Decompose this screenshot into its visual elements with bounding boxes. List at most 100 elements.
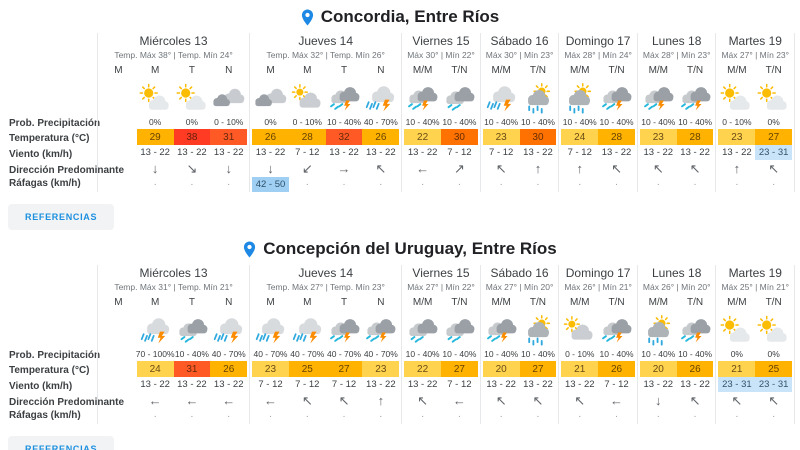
wind-direction-arrow: ↖ [689,160,701,176]
wind-speed: 23 - 31 [755,145,793,160]
gust-value: · [227,411,231,422]
precip-probability: 10 - 40% [678,349,713,359]
rain-icon [441,78,478,115]
day-minmax: Máx 27° | Mín 23° [721,50,790,60]
precip-probability [100,347,137,361]
wind-direction-arrow: ← [148,393,162,408]
wind-speed: 7 - 12 [489,147,514,158]
day-card: Miércoles 13 Temp. Máx 38° | Temp. Mín 24… [97,33,249,192]
period-label: M/M [648,297,669,308]
temperature-cell: 25 [755,361,793,377]
day-minmax: Máx 26° | Mín 21° [564,282,632,292]
wind-speed: 13 - 22 [643,379,674,390]
wind-speed: 13 - 22 [366,379,396,390]
day-card: Viernes 15 Máx 27° | Mín 22° M/M T/N 10 - 40… [401,265,480,424]
day-card: Lunes 18 Máx 26° | Mín 20° M/M T/N 10 - 40% 1… [636,265,716,424]
gust-value: · [153,179,157,190]
precip-probability: 10 - 40% [484,349,519,359]
wind-speed: 13 - 22 [177,147,207,158]
period-label: M/M [648,65,669,76]
period-label: T/N [687,297,704,308]
referencias-button[interactable]: REFERENCIAS [8,204,115,230]
precip-probability: 40 - 70% [363,349,398,359]
city-name: Concepción del Uruguay, Entre Ríos [263,239,557,258]
temperature-cell: 30 [519,129,557,145]
day-minmax: Temp. Máx 32° | Temp. Mín 26° [266,50,385,60]
gust-value: · [420,179,425,190]
day-card: Miércoles 13 Temp. Máx 31° | Temp. Mín 21… [97,265,249,424]
gust-value: · [614,411,619,422]
precip-probability: 10 - 40% [520,349,555,359]
precip-probability: 0% [767,349,780,359]
wind-speed: 13 - 22 [407,379,438,390]
storm-heavy-icon [289,310,326,347]
temperature-cell: 27 [325,361,363,377]
row-label-direction: Dirección Predominante [9,165,125,176]
precip-probability: 0% [149,117,162,127]
wind-speed: 7 - 12 [604,379,629,390]
wind-direction-arrow: ↑ [733,161,741,176]
wind-speed: 13 - 22 [213,379,244,390]
precip-probability: 0% [264,117,277,127]
wind-speed [100,377,137,392]
precip-probability: 0% [767,117,780,127]
wind-speed: 7 - 12 [447,379,472,390]
temperature-cell: 23 [718,129,756,145]
wind-speed: 13 - 22 [140,379,170,390]
storm-heavy-icon [362,78,399,115]
wind-direction-arrow: ↖ [768,392,780,408]
wind-speed: 13 - 22 [680,379,710,390]
gust-value: · [268,411,273,422]
wind-speed: 13 - 22 [486,379,516,390]
gust-value: · [536,411,540,422]
wind-direction-arrow: ↖ [574,392,586,408]
temperature-cell: 22 [404,361,441,377]
temperature-cell: 28 [288,129,326,145]
referencias-button[interactable]: REFERENCIAS [8,436,115,450]
gust-value: · [227,179,231,190]
gust-value: · [735,179,739,190]
gust-value: · [693,179,697,190]
wind-direction-arrow: ← [452,393,466,408]
gust-value: · [578,179,582,190]
period-label: M/M [570,297,590,308]
wind-direction-arrow: ↓ [655,393,662,408]
day-minmax: Máx 25° | Mín 21° [721,282,790,292]
temperature-cell: 31 [210,129,248,145]
gust-value: · [614,179,619,190]
period-label: T/N [608,297,625,308]
period-label: M [114,297,123,308]
period-label: N [225,65,233,76]
mostly-sunny-icon [755,78,792,115]
wind-speed: 13 - 22 [177,379,207,390]
temperature-cell: 20 [639,361,677,377]
precip-probability: 40 - 70% [290,349,325,359]
gust-value: · [190,179,194,190]
gust-value: · [771,411,776,422]
wind-direction-arrow: ← [222,393,236,408]
temperature-cell: 26 [210,361,248,377]
day-name: Jueves 14 [298,266,354,280]
day-minmax: Máx 28° | Mín 24° [564,50,632,60]
gust-value: · [656,411,660,422]
temperature-cell: 26 [252,129,289,145]
period-label: T/N [451,297,468,308]
wind-speed: 7 - 12 [567,147,592,158]
period-label: T/N [765,297,782,308]
storm-icon [362,310,399,347]
gust-value: · [342,411,346,422]
storm-icon [404,78,441,115]
day-card: Jueves 14 Temp. Máx 27° | Temp. Mín 23° M M… [249,265,401,424]
wind-speed: 13 - 22 [643,147,674,158]
precip-probability: 40 - 70% [363,117,398,127]
period-label: M/M [491,65,511,76]
row-label-precip: Prob. Precipitación [9,117,101,129]
day-card: Sábado 16 Máx 27° | Mín 20° M/M T/N 10 - 40%… [479,265,559,424]
temperature-cell [100,361,137,377]
day-card: Lunes 18 Máx 28° | Mín 23° M/M T/N 10 - 40% 1… [636,33,716,192]
storm-heavy-icon [137,310,174,347]
wind-speed: 13 - 22 [140,147,170,158]
row-label-gusts: Ráfagas (km/h) [9,410,81,421]
wind-direction-arrow: ↓ [225,161,232,176]
temperature-cell: 21 [718,361,756,377]
